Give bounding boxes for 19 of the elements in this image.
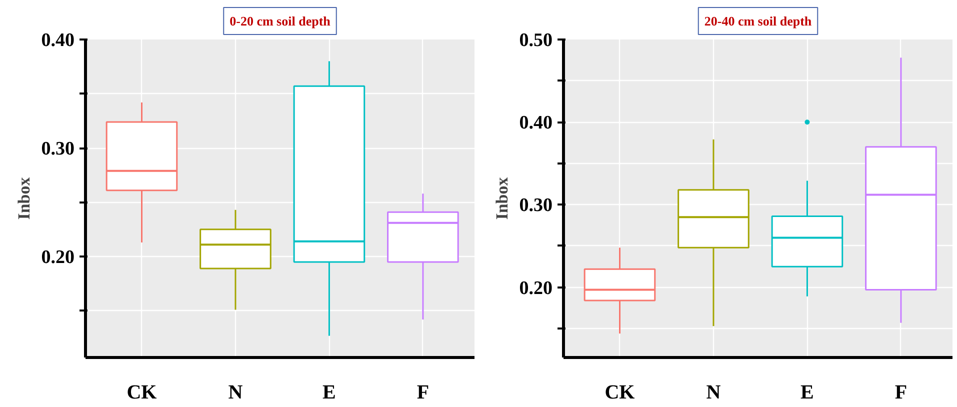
- y-tick-label: 0.40: [519, 112, 552, 134]
- y-axis-title: Inbox: [492, 176, 512, 220]
- x-tick-label: E: [322, 382, 336, 404]
- x-tick-label: N: [228, 382, 244, 404]
- y-tick-label: 0.20: [41, 247, 74, 268]
- x-tick-label: CK: [126, 382, 158, 404]
- x-tick-label: CK: [604, 382, 636, 404]
- x-tick-label: F: [416, 382, 430, 404]
- x-tick-label: E: [800, 382, 814, 404]
- x-tick-label: N: [706, 382, 722, 404]
- y-tick-label: 0.20: [519, 278, 552, 299]
- y-tick-label: 0.30: [41, 138, 74, 160]
- x-tick-label: F: [894, 382, 908, 404]
- y-tick-label: 0.50: [519, 30, 552, 51]
- chart-title: 0-20 cm soil depth: [230, 14, 332, 28]
- y-tick-label: 0.40: [41, 30, 74, 51]
- chart-title: 20-40 cm soil depth: [704, 14, 812, 28]
- y-tick-label: 0.30: [519, 195, 552, 216]
- y-axis-title: Inbox: [14, 176, 34, 220]
